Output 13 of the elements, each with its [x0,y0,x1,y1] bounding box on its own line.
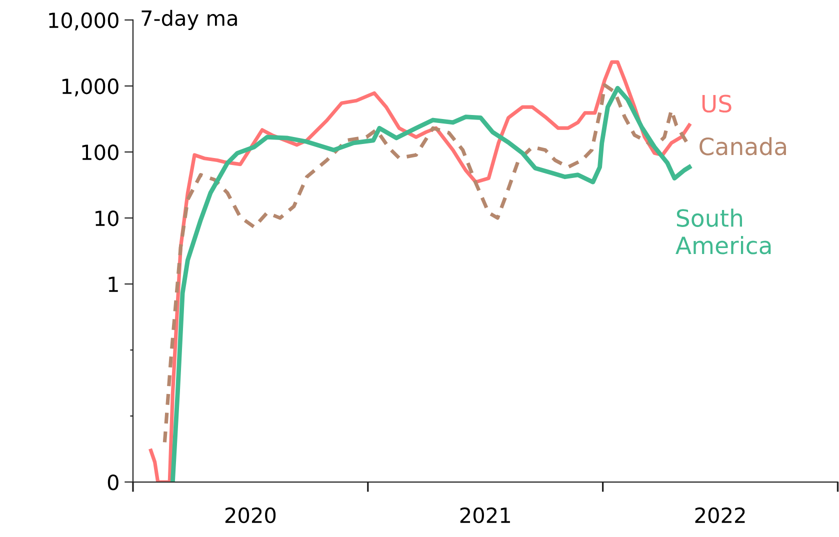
y-tick-label: 1 [108,276,118,292]
x-tick-label: 2021 [460,507,510,524]
y-tick-label: 10,000 [49,12,118,30]
y-tick-label: 0 [108,474,118,490]
x-tick-label: 2020 [225,507,276,524]
x-tick-label: 2022 [695,507,745,524]
series-label: US [702,94,732,113]
y-tick-label: 100 [82,144,118,160]
series-label: Canada [700,137,786,156]
y-tick-label: 10 [96,210,118,226]
y-tick-label: 1,000 [62,78,118,96]
y-axis-title: 7-day ma [142,10,237,30]
series-label: South America [676,208,771,254]
